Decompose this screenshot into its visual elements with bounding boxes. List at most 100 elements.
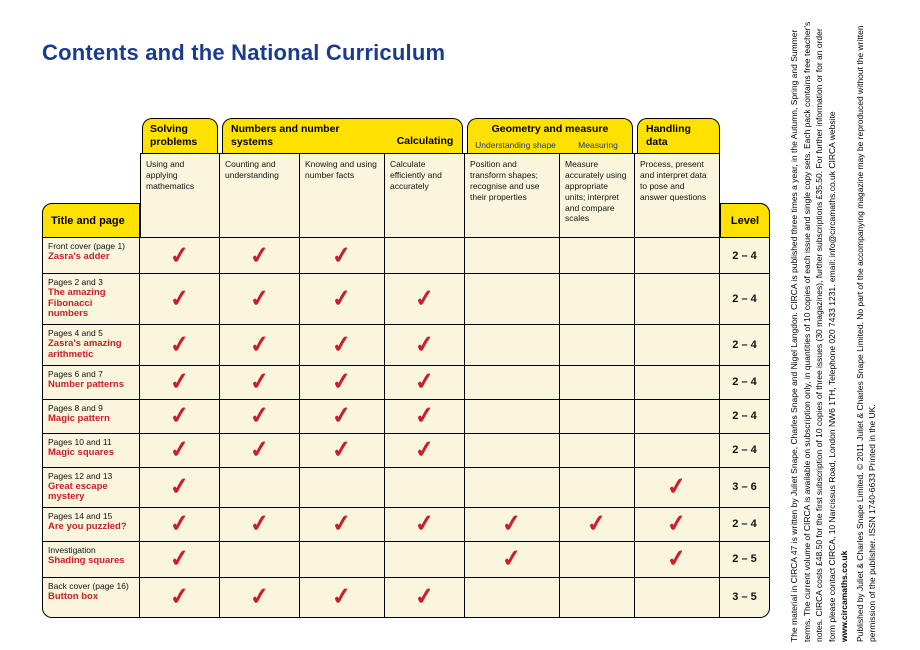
row-subtitle: Zasra's adder: [48, 251, 110, 263]
level-cell: 2 – 4: [720, 399, 770, 434]
tab-geometry-and-measure: Geometry and measure Understanding shape…: [467, 118, 633, 153]
check-cell: [560, 399, 635, 434]
check-cell: [560, 577, 635, 618]
check-mark: ✓: [168, 241, 191, 270]
level-cell: 2 – 4: [720, 238, 770, 274]
check-mark: ✓: [331, 241, 354, 270]
check-cell: [465, 399, 560, 434]
curriculum-table: Solving problems Numbers and number syst…: [42, 118, 770, 618]
check-cell: ✓: [220, 325, 300, 366]
row-page-label: Pages 4 and 5: [48, 328, 103, 339]
check-cell: [560, 238, 635, 274]
check-cell: ✓: [140, 433, 220, 468]
table-row: Pages 8 and 9 Magic pattern ✓ ✓ ✓ ✓ 2 – …: [42, 399, 770, 434]
publisher-info: The material in CIRCA 47 is written by J…: [788, 20, 879, 642]
check-cell: ✓: [635, 467, 720, 508]
check-cell: ✓: [140, 507, 220, 542]
level-header: Level: [720, 203, 770, 238]
check-cell: [635, 577, 720, 618]
row-subtitle: Magic pattern: [48, 412, 110, 424]
row-subtitle: Magic squares: [48, 446, 114, 458]
check-mark: ✓: [248, 402, 271, 431]
column-description: Knowing and using number facts: [300, 153, 385, 238]
check-mark: ✓: [331, 402, 354, 431]
check-mark: ✓: [666, 473, 689, 502]
check-mark: ✓: [248, 368, 271, 397]
level-cell: 2 – 4: [720, 433, 770, 468]
check-mark: ✓: [331, 436, 354, 465]
level-cell: 2 – 4: [720, 507, 770, 542]
check-mark: ✓: [168, 368, 191, 397]
title-and-page-header-cell: Title and page: [42, 153, 140, 238]
row-title-cell: Pages 4 and 5 Zasra's amazing arithmetic: [42, 325, 140, 366]
table-row: Pages 10 and 11 Magic squares ✓ ✓ ✓ ✓ 2 …: [42, 433, 770, 468]
check-cell: ✓: [300, 274, 385, 326]
row-page-label: Pages 12 and 13: [48, 470, 113, 481]
check-cell: ✓: [635, 507, 720, 542]
check-cell: ✓: [140, 541, 220, 578]
check-mark: ✓: [501, 510, 524, 539]
check-cell: ✓: [635, 541, 720, 578]
column-description: Counting and understanding: [220, 153, 300, 238]
check-cell: [385, 541, 465, 578]
row-page-label: Back cover (page 16): [48, 580, 129, 591]
row-page-label: Investigation: [48, 544, 96, 555]
publisher-website: www.circamaths.co.uk: [839, 550, 849, 642]
row-page-label: Pages 14 and 15: [48, 510, 113, 521]
check-mark: ✓: [331, 285, 354, 314]
table-row: Pages 2 and 3 The amazing Fibonacci numb…: [42, 274, 770, 326]
tab-label-geometry: Geometry and measure: [491, 123, 609, 135]
sublabel-measuring: Measuring: [578, 139, 618, 150]
publisher-info-paragraph: The material in CIRCA 47 is written by J…: [788, 20, 851, 642]
table-row: Pages 6 and 7 Number patterns ✓ ✓ ✓ ✓ 2 …: [42, 365, 770, 400]
row-title-cell: Pages 12 and 13 Great escape mystery: [42, 467, 140, 508]
check-cell: ✓: [300, 507, 385, 542]
check-mark: ✓: [413, 583, 436, 612]
check-cell: ✓: [220, 238, 300, 274]
check-mark: ✓: [331, 368, 354, 397]
check-mark: ✓: [168, 583, 191, 612]
check-mark: ✓: [248, 285, 271, 314]
check-cell: ✓: [300, 238, 385, 274]
contents-grid: Title and page Using and applying mathem…: [42, 153, 770, 618]
check-cell: [560, 541, 635, 578]
check-cell: [300, 467, 385, 508]
check-mark: ✓: [413, 402, 436, 431]
row-title-cell: Pages 6 and 7 Number patterns: [42, 365, 140, 400]
check-cell: [635, 433, 720, 468]
check-cell: ✓: [560, 507, 635, 542]
check-mark: ✓: [168, 436, 191, 465]
check-cell: ✓: [140, 365, 220, 400]
tab-handling-data: Handling data: [637, 118, 720, 153]
check-cell: [220, 541, 300, 578]
column-description: Calculate efficiently and accurately: [385, 153, 465, 238]
row-title-cell: Pages 10 and 11 Magic squares: [42, 433, 140, 468]
check-mark: ✓: [168, 330, 191, 359]
table-row: Pages 12 and 13 Great escape mystery ✓ ✓…: [42, 467, 770, 508]
check-cell: ✓: [385, 577, 465, 618]
row-title-cell: Pages 8 and 9 Magic pattern: [42, 399, 140, 434]
check-mark: ✓: [666, 510, 689, 539]
check-mark: ✓: [413, 436, 436, 465]
table-row: Investigation Shading squares ✓ ✓ ✓ 2 – …: [42, 541, 770, 578]
check-mark: ✓: [248, 241, 271, 270]
check-mark: ✓: [331, 510, 354, 539]
check-cell: ✓: [465, 507, 560, 542]
column-description: Process, present and interpret data to p…: [635, 153, 720, 238]
row-subtitle: The amazing Fibonacci numbers: [48, 287, 106, 320]
check-cell: [560, 433, 635, 468]
check-cell: [465, 274, 560, 326]
check-cell: [560, 365, 635, 400]
check-cell: [635, 399, 720, 434]
row-title-cell: Back cover (page 16) Button box: [42, 577, 140, 618]
check-mark: ✓: [248, 583, 271, 612]
check-mark: ✓: [501, 545, 524, 574]
check-cell: [385, 238, 465, 274]
check-mark: ✓: [248, 436, 271, 465]
check-cell: ✓: [140, 325, 220, 366]
level-cell: 2 – 5: [720, 541, 770, 578]
check-mark: ✓: [168, 545, 191, 574]
check-cell: ✓: [220, 577, 300, 618]
check-cell: [465, 467, 560, 508]
